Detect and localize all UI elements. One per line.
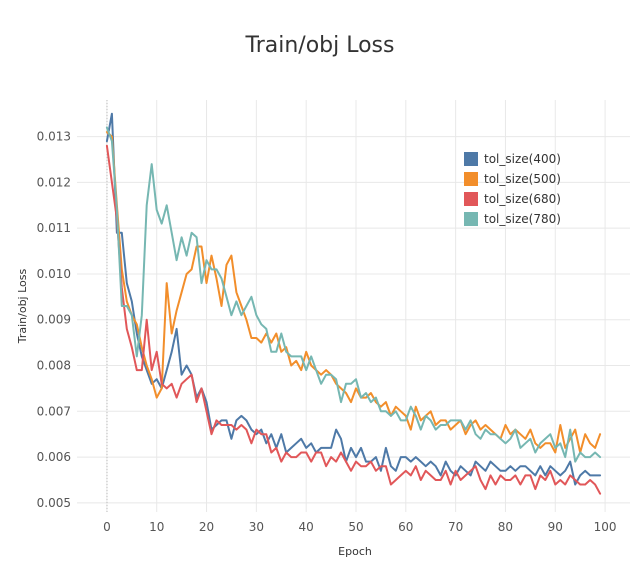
legend-label: tol_size(400) — [484, 152, 561, 166]
x-tick-label: 70 — [448, 520, 463, 534]
chart-title: Train/obj Loss — [245, 33, 395, 58]
x-tick-label: 50 — [348, 520, 363, 534]
x-tick-label: 0 — [103, 520, 111, 534]
y-tick-label: 0.012 — [37, 175, 71, 189]
y-axis-ticks: 0.005 0.006 0.007 0.008 0.009 0.010 0.011 0.012… — [37, 130, 71, 510]
legend-item[interactable]: tol_size(400) — [464, 152, 561, 166]
x-tick-label: 20 — [199, 520, 214, 534]
series-line-tol-size-780 — [105, 126, 602, 463]
x-tick-label: 90 — [548, 520, 563, 534]
y-tick-label: 0.013 — [37, 130, 71, 144]
legend-swatch — [464, 212, 478, 226]
x-tick-label: 80 — [498, 520, 513, 534]
y-tick-label: 0.008 — [37, 359, 71, 373]
legend-item[interactable]: tol_size(500) — [464, 172, 561, 186]
series-line-tol-size-500 — [105, 131, 602, 454]
x-tick-label: 100 — [594, 520, 617, 534]
legend-item[interactable]: tol_size(680) — [464, 192, 561, 206]
series-lines — [105, 112, 602, 495]
series-line-tol-size-680 — [105, 144, 602, 495]
y-axis-label: Train/obj Loss — [16, 268, 29, 344]
y-tick-label: 0.010 — [37, 267, 71, 281]
y-tick-label: 0.005 — [37, 496, 71, 510]
y-tick-label: 0.006 — [37, 450, 71, 464]
legend-swatch — [464, 192, 478, 206]
y-tick-label: 0.007 — [37, 404, 71, 418]
x-axis-ticks: 0 10 20 30 40 50 60 70 80 90 100 — [103, 520, 616, 534]
grid — [77, 100, 630, 512]
x-tick-label: 10 — [149, 520, 164, 534]
y-tick-label: 0.011 — [37, 221, 71, 235]
series-line-tol-size-400 — [105, 112, 602, 486]
y-tick-label: 0.009 — [37, 313, 71, 327]
x-axis-label: Epoch — [338, 545, 372, 558]
x-tick-label: 30 — [249, 520, 264, 534]
legend-label: tol_size(500) — [484, 172, 561, 186]
legend-label: tol_size(680) — [484, 192, 561, 206]
legend-label: tol_size(780) — [484, 212, 561, 226]
legend[interactable]: tol_size(400) tol_size(500) tol_size(680)t… — [464, 152, 561, 226]
legend-swatch — [464, 152, 478, 166]
x-tick-label: 40 — [299, 520, 314, 534]
x-tick-label: 60 — [398, 520, 413, 534]
legend-swatch — [464, 172, 478, 186]
legend-item[interactable]: tol_size(780) — [464, 212, 561, 226]
